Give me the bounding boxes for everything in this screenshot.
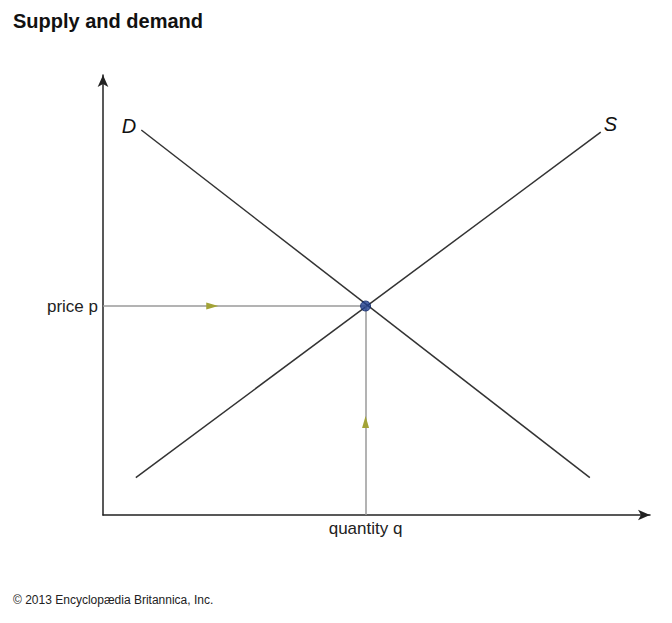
svg-text:quantity q: quantity q [329,519,403,538]
svg-text:D: D [122,115,136,137]
svg-text:price p: price p [47,297,98,316]
svg-text:© 2013 Encyclopædia Britannica: © 2013 Encyclopædia Britannica, Inc. [13,593,213,607]
svg-text:Supply and demand: Supply and demand [13,10,203,32]
svg-text:S: S [604,113,618,135]
